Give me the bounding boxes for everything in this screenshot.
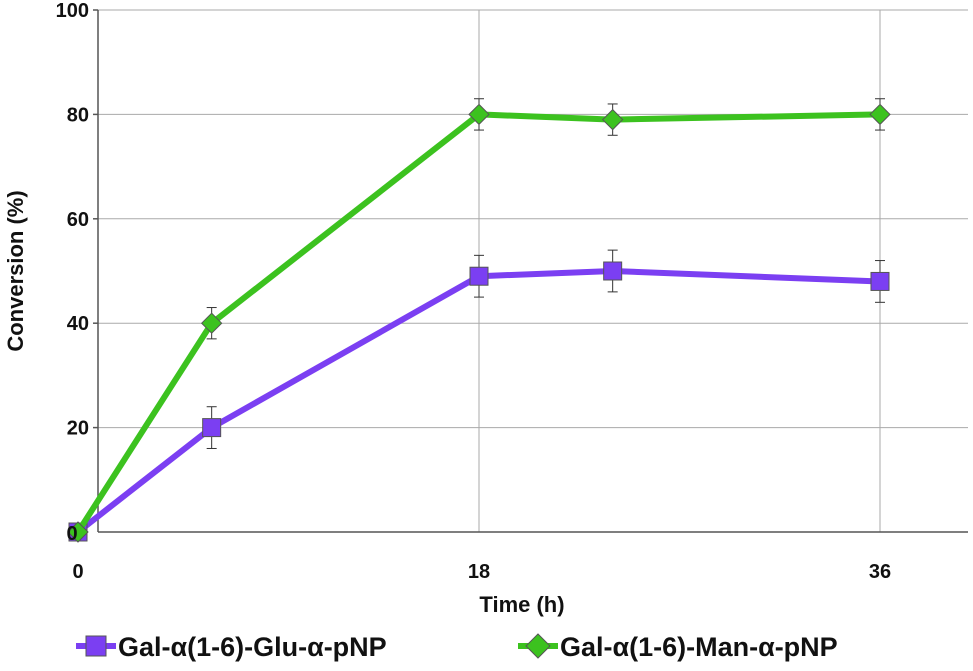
data-point-diamond [869, 103, 891, 126]
x-tick-label: 36 [869, 561, 891, 583]
data-point-diamond [67, 521, 89, 543]
data-point-diamond [468, 103, 490, 126]
origin-label: 0 [66, 523, 77, 545]
legend-square-icon [85, 635, 107, 657]
x-axis-title: Time (h) [479, 592, 564, 617]
legend-item-glu: Gal-α(1-6)-Glu-α-pNP [76, 632, 387, 662]
series-2 [67, 98, 891, 543]
data-point-square [603, 261, 623, 281]
y-tick-label: 40 [67, 313, 89, 335]
legend-item-man: Gal-α(1-6)-Man-α-pNP [518, 632, 838, 662]
legend-label-man: Gal-α(1-6)-Man-α-pNP [560, 632, 838, 662]
grid-lines [93, 9, 968, 532]
x-tick-label: 18 [468, 561, 490, 583]
data-point-square [202, 418, 222, 438]
y-tick-label: 60 [67, 209, 89, 231]
data-point-square [469, 266, 489, 286]
x-tick-label: 0 [72, 561, 83, 583]
y-tick-label: 20 [67, 418, 89, 440]
legend: Gal-α(1-6)-Glu-α-pNP Gal-α(1-6)-Man-α-pN… [76, 632, 838, 662]
y-tick-label: 80 [67, 104, 89, 126]
data-point-diamond [200, 312, 223, 334]
legend-label-glu: Gal-α(1-6)-Glu-α-pNP [118, 632, 387, 662]
axes [97, 10, 968, 533]
data-point-diamond [601, 108, 624, 131]
series-layer [67, 98, 891, 543]
series-1 [68, 249, 890, 542]
y-axis-title: Conversion (%) [3, 190, 28, 351]
y-tick-label: 100 [56, 0, 89, 22]
legend-diamond-icon [525, 633, 551, 659]
data-point-square [870, 271, 890, 291]
tick-labels: 20 40 60 80 100 0 18 36 [56, 0, 892, 583]
